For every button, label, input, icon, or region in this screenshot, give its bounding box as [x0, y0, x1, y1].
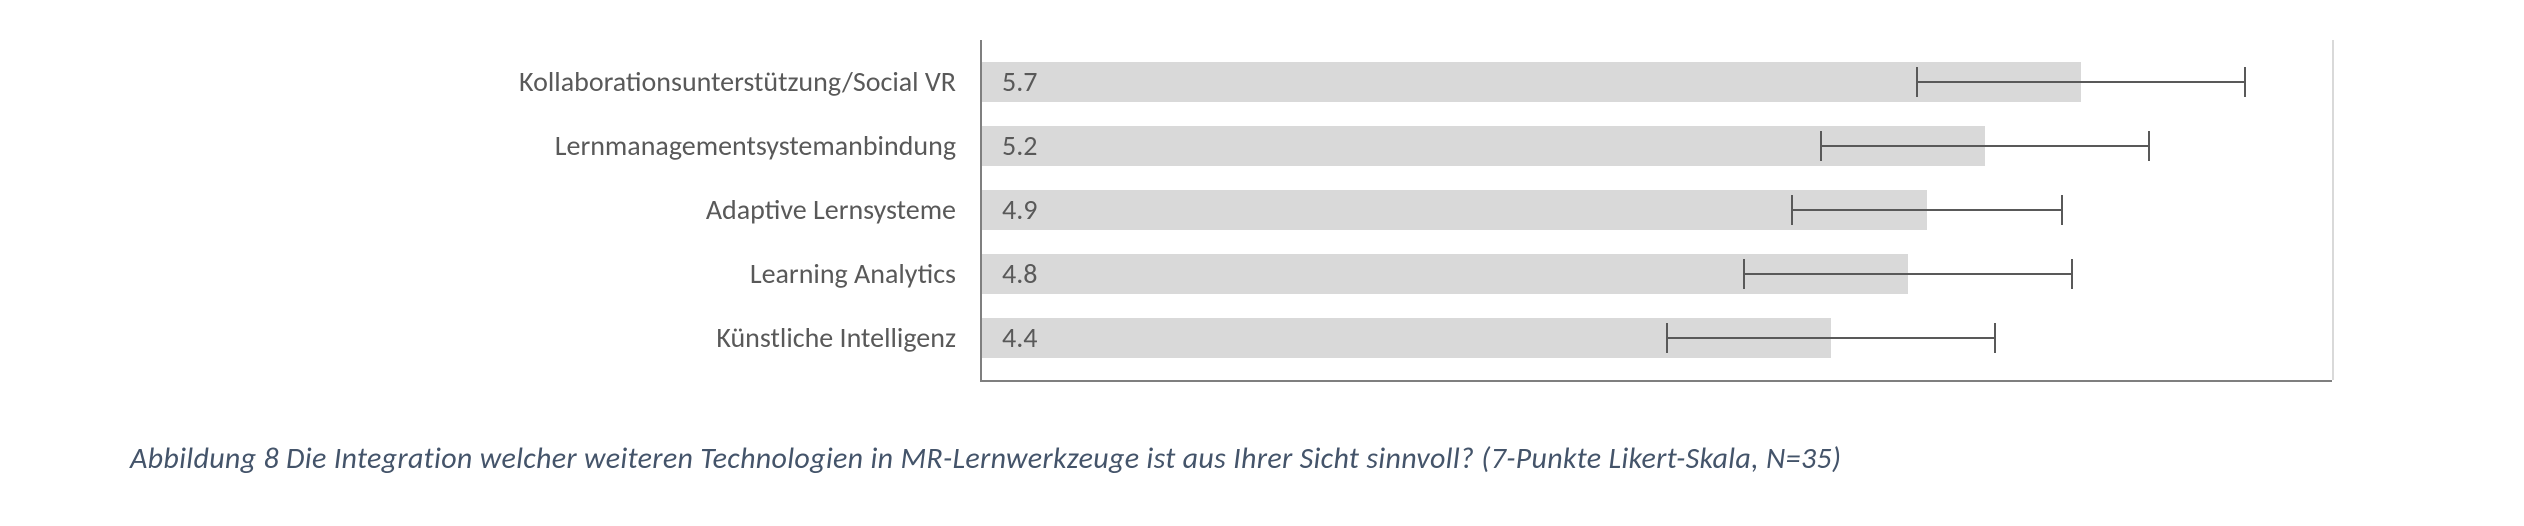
bar-row: 4.9	[982, 182, 2332, 238]
gridline	[2332, 40, 2334, 380]
bar-row: 4.4	[982, 310, 2332, 366]
error-bar	[1821, 145, 2149, 147]
error-cap-low	[1820, 131, 1822, 161]
bar-row: 5.7	[982, 54, 2332, 110]
category-label: Lernmanagementsystemanbindung	[555, 118, 956, 174]
error-cap-low	[1743, 259, 1745, 289]
bar-value-label: 5.7	[982, 62, 1037, 102]
figure-caption: Abbildung 8 Die Integration welcher weit…	[130, 440, 1841, 477]
category-labels-column: Kollaborationsunterstützung/Social VR Ler…	[60, 40, 980, 380]
error-cap-high	[2148, 131, 2150, 161]
bar-value-label: 4.9	[982, 190, 1037, 230]
error-cap-low	[1916, 67, 1918, 97]
category-label: Learning Analytics	[750, 246, 956, 302]
error-bar	[1744, 273, 2072, 275]
error-cap-low	[1666, 323, 1668, 353]
error-cap-high	[1994, 323, 1996, 353]
error-cap-high	[2071, 259, 2073, 289]
bar-value-label: 4.4	[982, 318, 1037, 358]
error-cap-low	[1791, 195, 1793, 225]
category-label: Adaptive Lernsysteme	[706, 182, 956, 238]
plot-area: 5.7 5.2 4.9 4.8 4.4	[980, 40, 2332, 382]
error-cap-high	[2061, 195, 2063, 225]
bar-value-label: 5.2	[982, 126, 1037, 166]
bar-row: 5.2	[982, 118, 2332, 174]
bar	[982, 190, 1927, 230]
error-bar	[1667, 337, 1995, 339]
category-label: Künstliche Intelligenz	[716, 310, 956, 366]
error-cap-high	[2244, 67, 2246, 97]
category-label: Kollaborationsunterstützung/Social VR	[519, 54, 956, 110]
error-bar	[1917, 81, 2245, 83]
error-bar	[1792, 209, 2062, 211]
bar-value-label: 4.8	[982, 254, 1037, 294]
bar-row: 4.8	[982, 246, 2332, 302]
bar-chart: Kollaborationsunterstützung/Social VR Ler…	[60, 30, 2464, 400]
figure-container: Kollaborationsunterstützung/Social VR Ler…	[0, 0, 2524, 526]
